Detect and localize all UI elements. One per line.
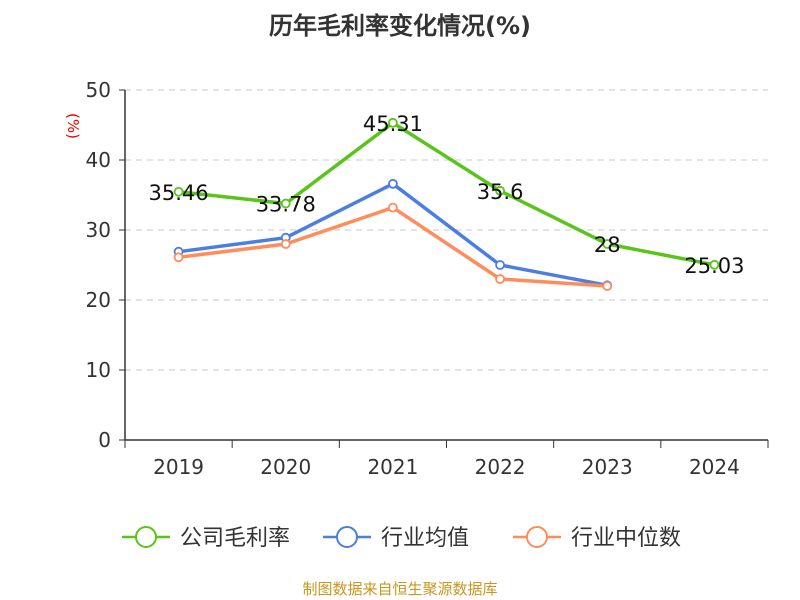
- data-label: 35.46: [149, 181, 209, 205]
- data-point: [709, 259, 720, 270]
- legend-marker: [336, 526, 358, 548]
- legend-marker: [526, 526, 548, 548]
- y-tick-label: 30: [86, 218, 111, 242]
- x-tick-label: 2023: [582, 455, 633, 479]
- y-axis-label: (%): [64, 113, 82, 139]
- y-tick-label: 20: [86, 288, 111, 312]
- y-tick-label: 10: [86, 358, 111, 382]
- data-point: [280, 239, 291, 249]
- data-point: [495, 185, 505, 196]
- legend-marker: [135, 526, 157, 548]
- x-tick-label: 2022: [475, 455, 526, 479]
- x-tick-label: 2021: [367, 455, 418, 479]
- data-point: [495, 260, 505, 270]
- chart-title: 历年毛利率变化情况(%): [269, 12, 531, 40]
- data-point: [388, 202, 398, 213]
- data-point: [602, 281, 613, 291]
- x-tick-label: 2024: [689, 455, 740, 479]
- data-point: [173, 186, 184, 197]
- data-point: [602, 239, 613, 249]
- legend-label: 公司毛利率: [180, 526, 290, 551]
- x-tick-label: 2019: [153, 455, 204, 479]
- data-point: [388, 117, 398, 128]
- data-label: 45.31: [363, 112, 423, 136]
- y-tick-label: 0: [98, 428, 111, 452]
- y-tick-label: 40: [86, 148, 111, 172]
- data-point: [495, 274, 505, 284]
- series-line: [178, 120, 715, 267]
- data-point: [388, 178, 398, 189]
- data-point: [280, 198, 291, 209]
- data-label: 28: [594, 233, 621, 257]
- legend-label: 行业中位数: [571, 526, 681, 551]
- x-tick-label: 2020: [260, 455, 311, 479]
- data-label: 25.03: [684, 254, 744, 278]
- source-note: 制图数据来自恒生聚源数据库: [302, 580, 498, 598]
- legend-label: 行业均值: [381, 526, 469, 551]
- data-point: [173, 252, 184, 263]
- data-label: 35.6: [477, 180, 524, 204]
- y-tick-label: 50: [86, 78, 111, 102]
- data-label: 33.78: [256, 193, 316, 217]
